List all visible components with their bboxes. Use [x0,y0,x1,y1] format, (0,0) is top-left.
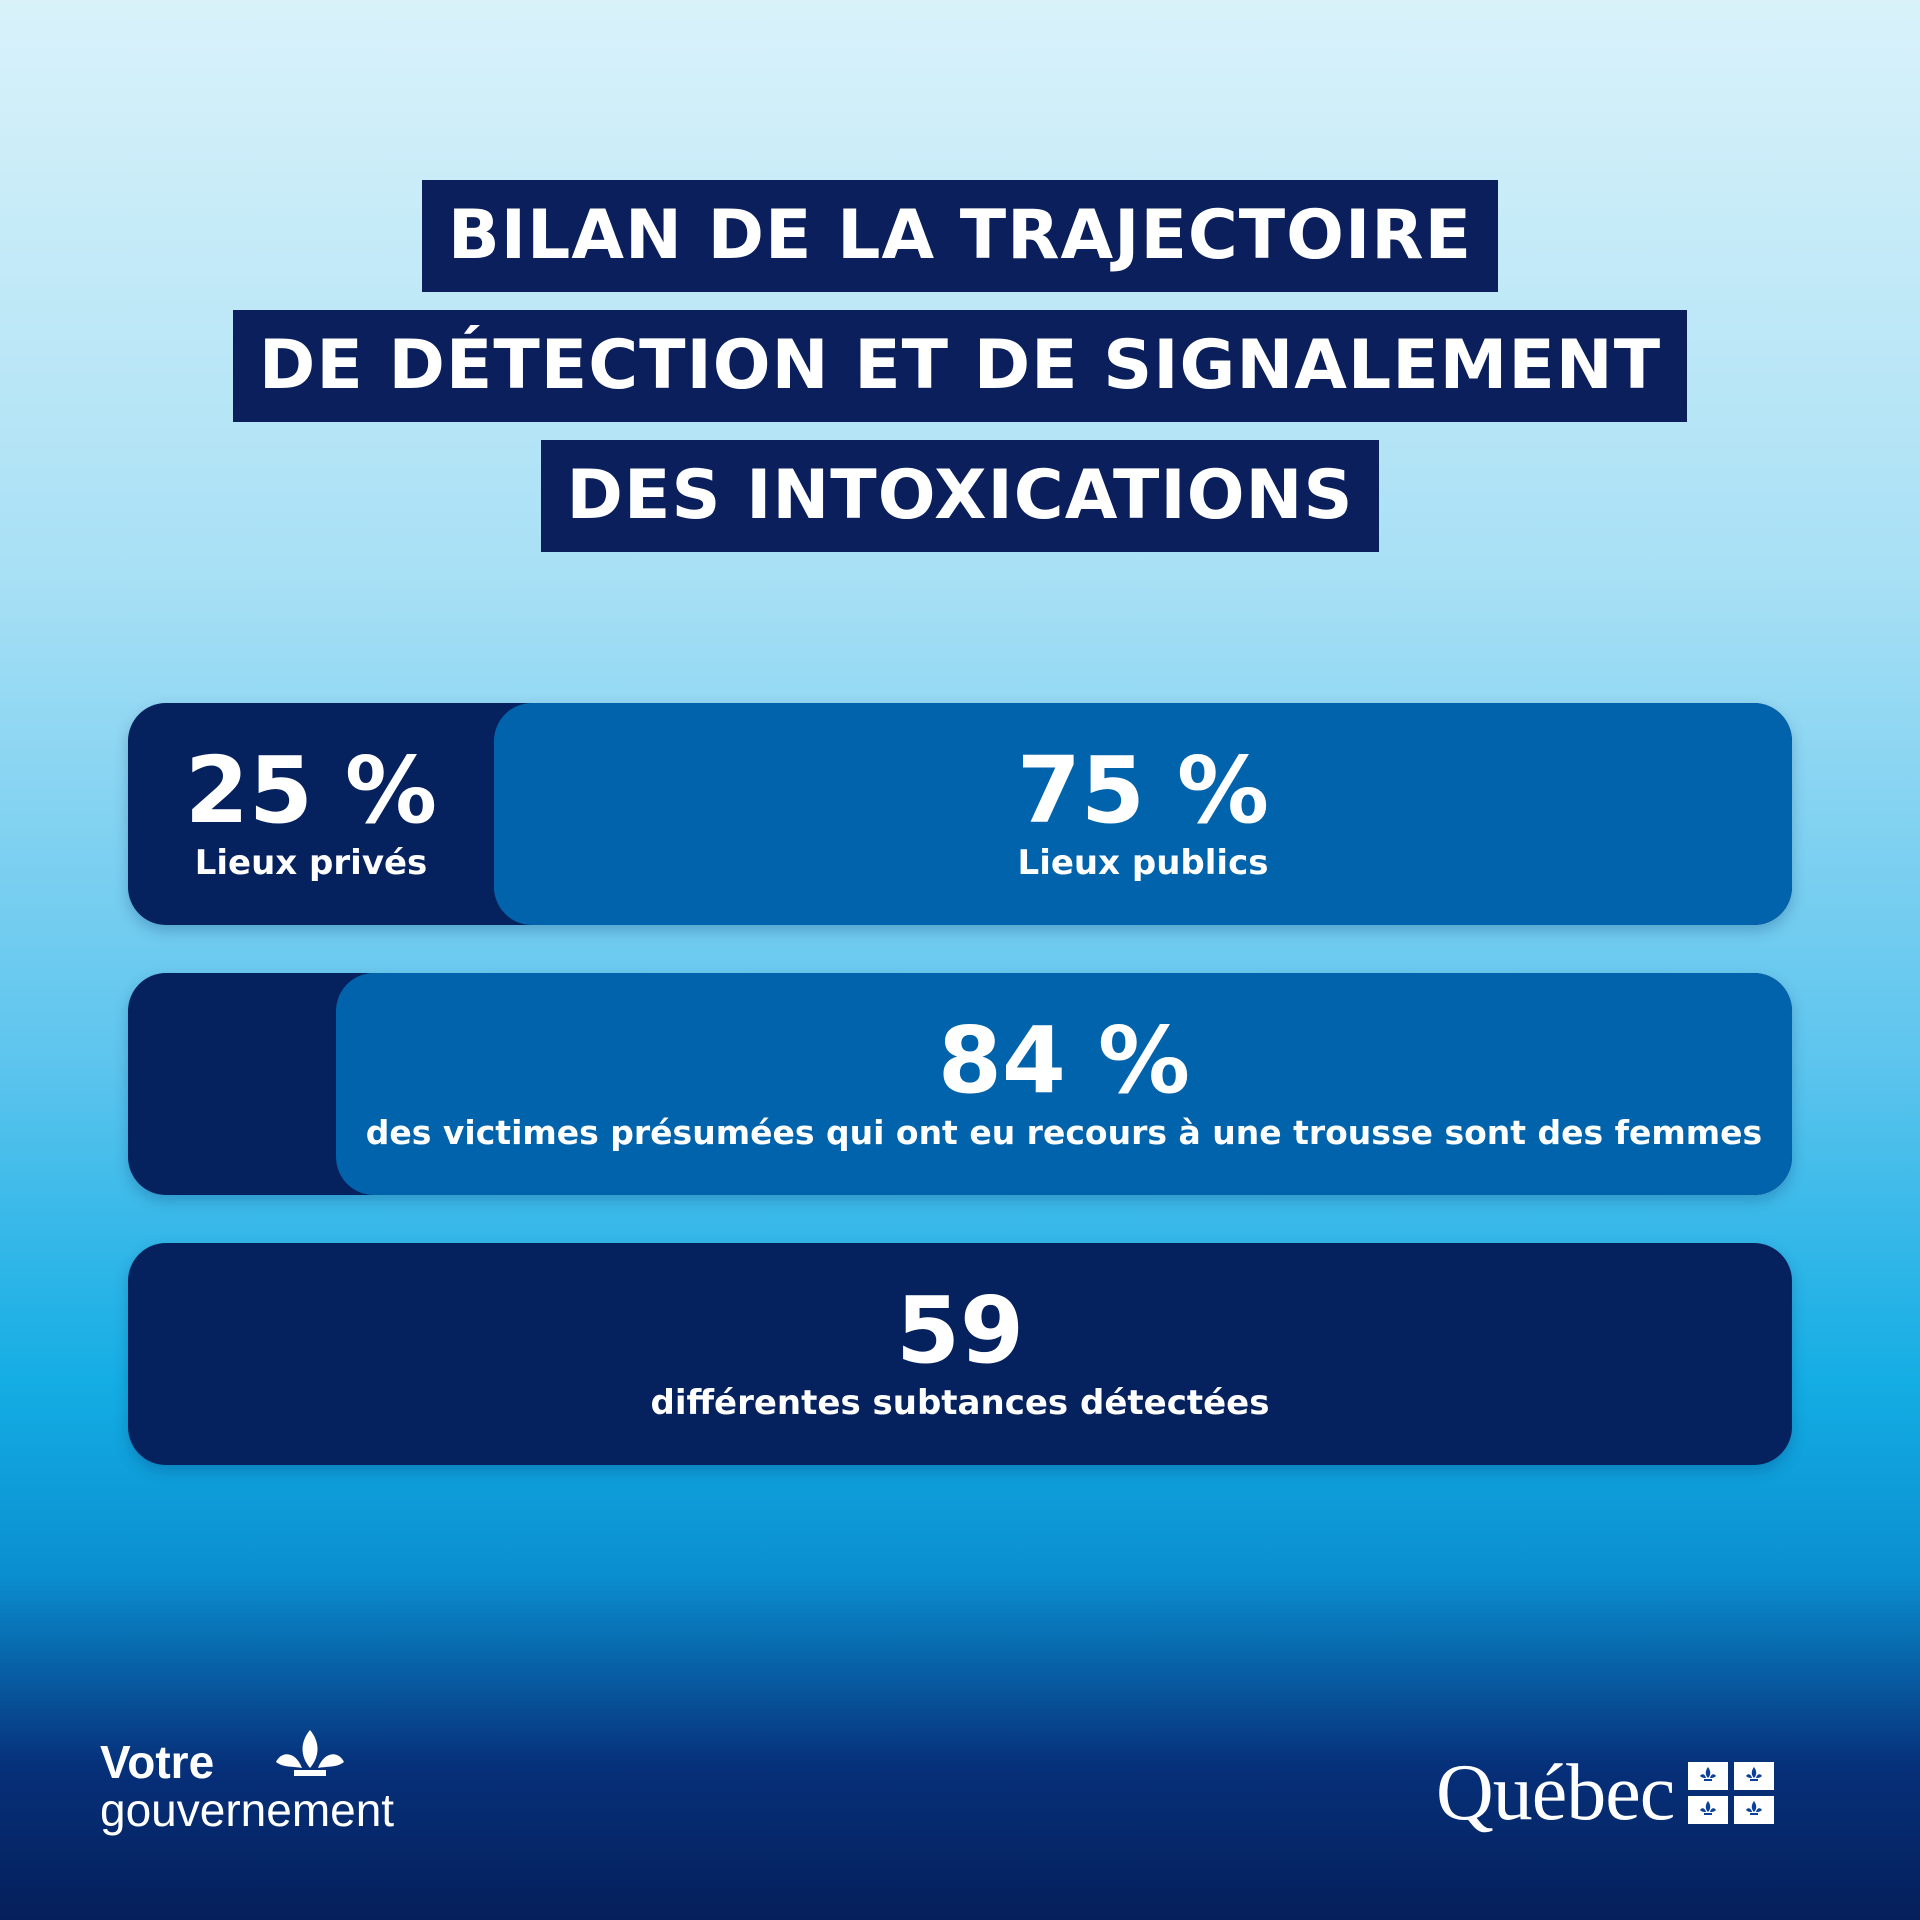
stat-women: 84 % des victimes présumées qui ont eu r… [336,973,1792,1195]
stat-women-label: des victimes présumées qui ont eu recour… [365,1113,1763,1152]
title-line-2: DE DÉTECTION ET DE SIGNALEMENT [232,310,1688,422]
flag-quadrant-2 [1734,1762,1775,1790]
stat-bar-women-fill [336,973,1792,1195]
stat-bar-locations-fill [494,703,1792,925]
stat-bar-women: 84 % des victimes présumées qui ont eu r… [128,973,1792,1195]
title-line-3: DES INTOXICATIONS [540,440,1380,552]
quebec-wordmark: Québec [1436,1748,1675,1837]
stat-public-value: 75 % [1016,737,1270,844]
stat-substances-value: 59 [895,1277,1025,1384]
stat-substances-label: différentes subtances détectées [650,1383,1270,1423]
stat-private-label: Lieux privés [194,843,428,883]
fleur-de-lis-icon [276,1730,344,1776]
logo-left-line1: Votre [100,1736,215,1788]
flag-quadrant-1 [1688,1762,1729,1790]
stat-bar-substances: 59 différentes subtances détectées [128,1243,1792,1465]
stat-bar-locations: 25 % Lieux privés 75 % Lieux publics [128,703,1792,925]
stat-private-places: 25 % Lieux privés [128,703,494,925]
stat-women-value: 84 % [937,1007,1191,1114]
logo-left-line2: gouvernement [100,1784,395,1836]
stat-private-value: 25 % [184,737,438,844]
flag-quadrant-4 [1734,1796,1775,1824]
stat-substances: 59 différentes subtances détectées [128,1243,1792,1465]
stat-public-label: Lieux publics [1017,843,1269,883]
votre-gouvernement-logo: Votre gouvernement [100,1730,395,1836]
title-line-1: BILAN DE LA TRAJECTOIRE [421,180,1499,292]
quebec-flag-icon [1688,1762,1775,1824]
stat-public-places: 75 % Lieux publics [494,703,1792,925]
quebec-logo: Québec [1436,1748,1775,1838]
flag-quadrant-3 [1688,1796,1729,1824]
title-block: BILAN DE LA TRAJECTOIRE DE DÉTECTION ET … [0,180,1920,552]
